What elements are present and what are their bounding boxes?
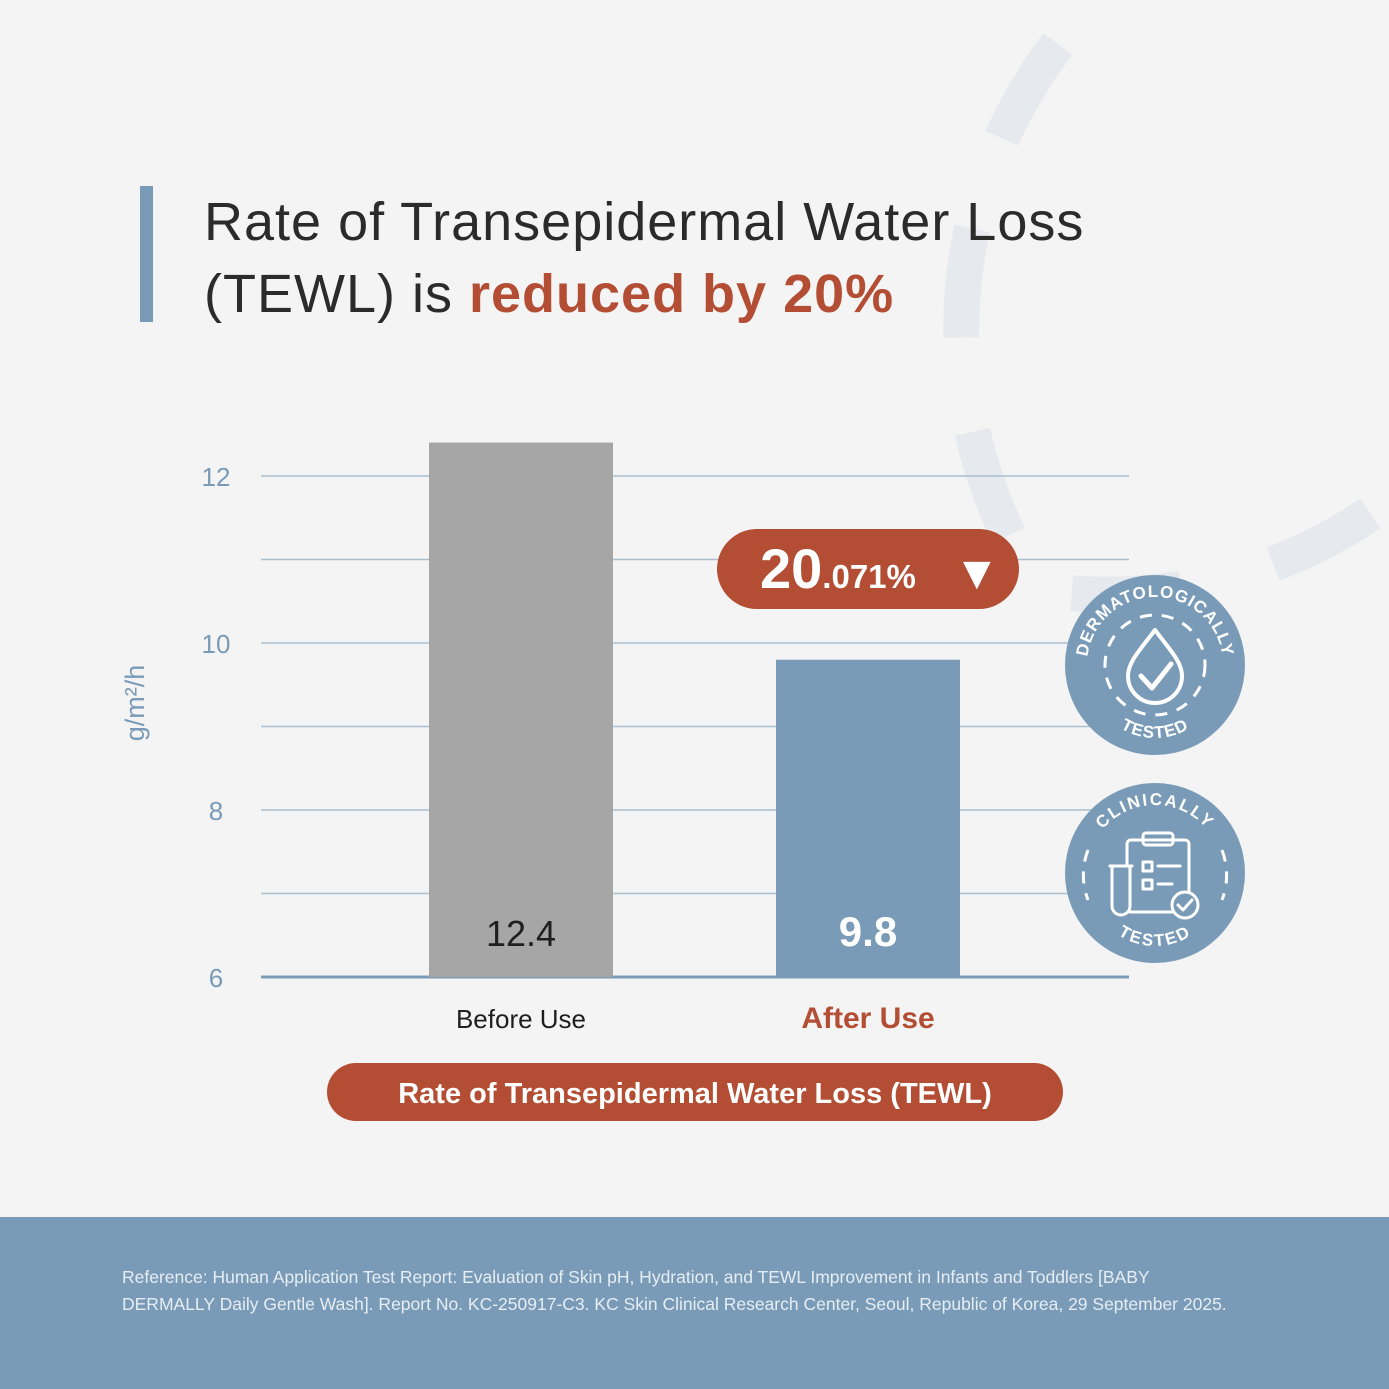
footer-band <box>0 1217 1389 1389</box>
x-axis-banner: Rate of Transepidermal Water Loss (TEWL) <box>327 1063 1063 1121</box>
bar-after-use <box>776 659 960 977</box>
bar-before-use <box>429 442 613 978</box>
category-label-after: After Use <box>801 1002 934 1035</box>
category-label-before: Before Use <box>456 1004 586 1034</box>
svg-text:20.071%: 20.071% <box>760 537 916 600</box>
title-highlight: reduced by 20% <box>468 264 895 324</box>
reduction-value-decimal: .071% <box>822 558 916 595</box>
x-axis-banner-text: Rate of Transepidermal Water Loss (TEWL) <box>398 1078 992 1110</box>
y-tick-label: 6 <box>209 963 223 993</box>
title-line-2: (TEWL) is reduced by 20% <box>204 258 1254 330</box>
value-label-before: 12.4 <box>486 913 556 954</box>
clinically-tested-badge: CLINICALLY TESTED <box>1065 783 1245 963</box>
clipboard-test-tube-icon <box>1108 831 1200 920</box>
reference-note: Reference: Human Application Test Report… <box>122 1267 1227 1314</box>
y-tick-label: 8 <box>209 796 223 826</box>
reduction-value-main: 20 <box>760 537 822 600</box>
y-axis-label: g/m²/h <box>120 665 150 742</box>
title-accent-bar <box>140 186 153 322</box>
reduction-badge: 20.071% ▼ <box>717 529 1019 609</box>
title-line-2-prefix: (TEWL) is <box>204 264 469 324</box>
drop-check-icon <box>1126 628 1184 705</box>
y-tick-label: 12 <box>202 462 231 492</box>
page-title: Rate of Transepidermal Water Loss (TEWL)… <box>204 186 1254 330</box>
dermatologically-tested-badge: DERMATOLOGICALLY TESTED <box>1065 575 1245 755</box>
down-arrow-icon: ▼ <box>963 553 991 594</box>
title-line-1: Rate of Transepidermal Water Loss <box>204 192 1085 252</box>
value-label-after: 9.8 <box>839 908 897 955</box>
y-tick-label: 10 <box>202 629 231 659</box>
